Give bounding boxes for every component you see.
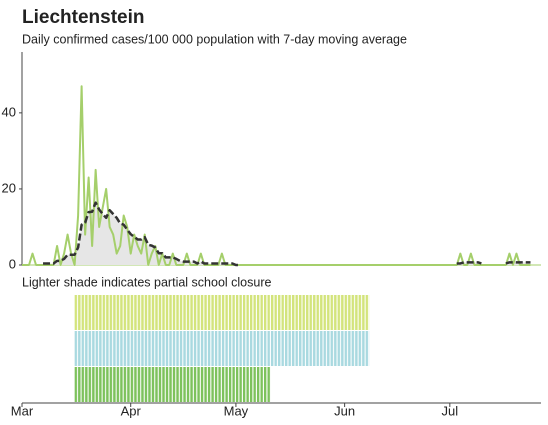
x-tick-label: Jun — [334, 403, 355, 418]
chart-title: Liechtenstein — [22, 7, 144, 28]
closure-bar — [74, 331, 370, 366]
x-tick-label: Apr — [121, 403, 142, 418]
y-tick-label: 0 — [9, 256, 16, 271]
line — [456, 261, 482, 265]
line — [22, 85, 531, 266]
y-tick-label: 40 — [2, 104, 16, 119]
x-tick-label: Mar — [11, 403, 34, 418]
closure-bar — [74, 295, 370, 330]
y-tick-label: 20 — [2, 180, 16, 195]
area — [43, 202, 240, 265]
line — [505, 261, 531, 265]
x-tick-label: May — [224, 403, 249, 418]
line — [43, 201, 240, 267]
closure-note: Lighter shade indicates partial school c… — [22, 275, 271, 289]
closure-bar — [74, 367, 271, 402]
x-tick-label: Jul — [442, 403, 459, 418]
chart-subtitle: Daily confirmed cases/100 000 population… — [22, 32, 407, 46]
